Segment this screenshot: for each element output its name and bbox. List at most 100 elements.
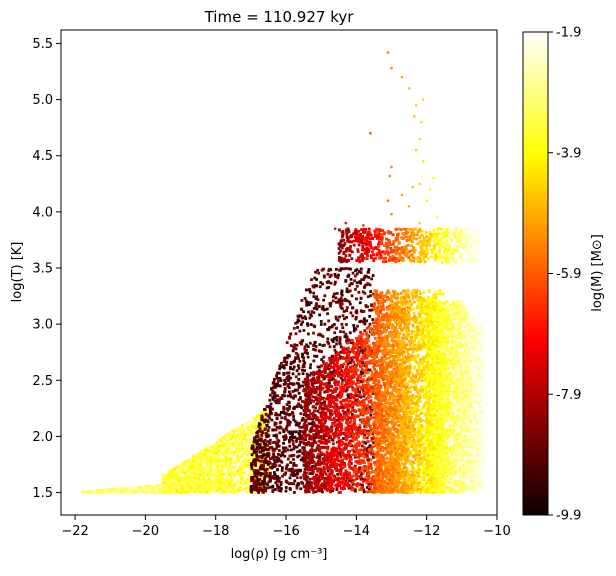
scatter-point bbox=[163, 490, 167, 493]
scatter-point bbox=[195, 476, 199, 479]
scatter-point bbox=[358, 301, 362, 305]
scatter-point bbox=[305, 348, 308, 352]
scatter-point bbox=[353, 363, 357, 367]
scatter-point bbox=[201, 470, 205, 474]
scatter-point bbox=[212, 447, 216, 451]
scatter-point bbox=[220, 475, 224, 479]
scatter-point bbox=[286, 379, 290, 383]
scatter-point bbox=[320, 473, 324, 477]
scatter-point bbox=[298, 440, 302, 444]
scatter-point bbox=[233, 451, 237, 454]
scatter-point bbox=[285, 371, 289, 375]
scatter-point bbox=[318, 285, 322, 289]
scatter-point bbox=[288, 405, 292, 408]
scatter-point bbox=[355, 297, 358, 301]
scatter-point bbox=[272, 463, 275, 466]
scatter-point bbox=[260, 443, 264, 447]
scatter-point bbox=[288, 431, 292, 435]
scatter-point bbox=[372, 441, 376, 445]
scatter-point bbox=[331, 438, 335, 442]
scatter-point bbox=[144, 490, 148, 494]
scatter-point bbox=[360, 348, 364, 352]
scatter-point bbox=[252, 420, 256, 423]
scatter-point bbox=[220, 465, 223, 468]
scatter-point bbox=[274, 476, 278, 480]
scatter-point bbox=[321, 360, 325, 364]
scatter-point bbox=[368, 322, 372, 326]
scatter-point bbox=[250, 467, 254, 471]
scatter-point bbox=[289, 448, 293, 452]
scatter-point bbox=[274, 394, 277, 398]
scatter-point bbox=[167, 480, 171, 484]
scatter-point bbox=[173, 476, 177, 480]
scatter-point bbox=[329, 273, 333, 277]
scatter-point bbox=[316, 467, 320, 471]
scatter-point bbox=[339, 455, 343, 459]
scatter-point bbox=[186, 486, 190, 490]
scatter-point bbox=[346, 341, 350, 345]
scatter-point bbox=[347, 483, 351, 487]
scatter-point bbox=[187, 488, 191, 492]
scatter-point bbox=[284, 489, 288, 493]
scatter-point bbox=[161, 474, 165, 478]
scatter-point bbox=[258, 471, 262, 475]
scatter-point bbox=[250, 462, 254, 465]
scatter-point bbox=[268, 442, 272, 445]
scatter-point bbox=[251, 445, 255, 449]
scatter-point bbox=[221, 490, 225, 494]
scatter-point bbox=[288, 439, 291, 442]
scatter-point bbox=[344, 323, 348, 326]
scatter-point bbox=[341, 307, 344, 310]
scatter-point bbox=[285, 418, 289, 422]
scatter-point bbox=[260, 467, 263, 471]
scatter-point bbox=[250, 490, 254, 494]
scatter-point bbox=[240, 477, 243, 481]
scatter-point bbox=[233, 489, 237, 493]
scatter-point bbox=[348, 302, 352, 306]
scatter-point bbox=[178, 489, 182, 493]
scatter-point bbox=[177, 465, 181, 468]
scatter-point bbox=[329, 268, 333, 272]
scatter-point bbox=[260, 433, 264, 437]
scatter-point bbox=[269, 479, 273, 483]
scatter-point bbox=[348, 479, 351, 483]
scatter-point bbox=[121, 490, 125, 494]
scatter-point bbox=[301, 355, 304, 358]
scatter-point bbox=[283, 356, 287, 360]
scatter-point bbox=[281, 474, 285, 478]
scatter-point bbox=[289, 482, 293, 486]
scatter-point bbox=[278, 413, 282, 417]
scatter-point bbox=[190, 477, 194, 481]
scatter-point bbox=[277, 453, 280, 456]
scatter-point bbox=[211, 452, 215, 455]
scatter-point bbox=[323, 467, 327, 471]
scatter-point bbox=[183, 472, 187, 475]
scatter-point bbox=[279, 454, 283, 458]
scatter-point bbox=[359, 296, 363, 300]
scatter-point bbox=[307, 303, 311, 307]
scatter-point bbox=[288, 382, 292, 385]
scatter-point bbox=[329, 301, 333, 305]
scatter-point bbox=[366, 282, 370, 286]
scatter-point bbox=[365, 454, 369, 458]
scatter-point bbox=[286, 448, 290, 452]
scatter-point bbox=[312, 291, 316, 295]
scatter-point bbox=[224, 456, 228, 460]
scatter-point bbox=[295, 439, 298, 443]
scatter-point bbox=[357, 346, 361, 349]
scatter-point bbox=[299, 412, 303, 416]
scatter-point bbox=[257, 425, 261, 428]
scatter-point bbox=[184, 485, 187, 489]
scatter-point bbox=[260, 439, 264, 443]
scatter-point bbox=[290, 454, 294, 457]
scatter-point bbox=[268, 416, 272, 420]
scatter-point bbox=[334, 300, 338, 304]
scatter-point bbox=[216, 446, 219, 450]
scatter-point bbox=[315, 354, 319, 358]
scatter-point bbox=[264, 410, 268, 414]
scatter-point bbox=[149, 490, 153, 494]
scatter-point bbox=[348, 379, 352, 383]
scatter-point bbox=[301, 320, 305, 324]
scatter-point bbox=[252, 462, 256, 466]
scatter-point bbox=[146, 487, 149, 491]
